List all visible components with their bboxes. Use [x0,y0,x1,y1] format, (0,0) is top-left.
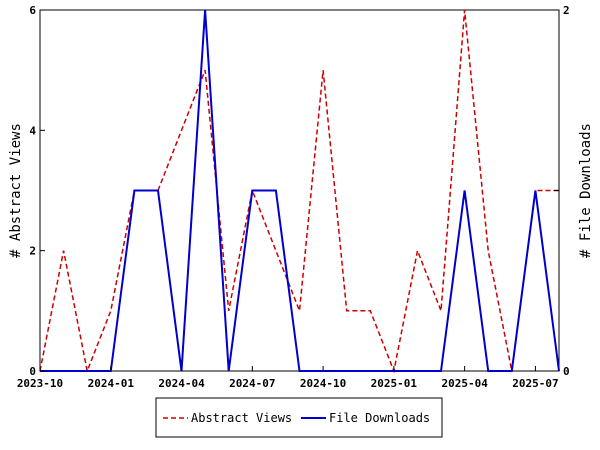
series-line-1 [39,9,559,374]
ticks-layer: 2023-10 2024-01 2024-04 2024-07 2024-10 2025-… [17,4,570,390]
y-right-tick-label: 2 [563,4,570,17]
legend: Abstract Views File Downloads [155,397,443,438]
x-tick-label: 2023-10 [17,377,63,390]
y-left-tick-label: 0 [29,365,36,378]
y-right-tick-label: 0 [563,365,570,378]
y-left-tick-label: 4 [29,124,36,137]
x-tick-label: 2024-04 [158,377,205,390]
y-axis-title-left: # Abstract Views [8,123,24,258]
series-layer [39,9,560,374]
x-tick-label: 2025-07 [512,377,558,390]
legend-label-1: Abstract Views [191,411,292,425]
x-tick-label: 2025-01 [371,377,418,390]
x-tick-label: 2024-07 [229,377,275,390]
y-left-tick-label: 2 [29,245,36,258]
x-tick-label: 2024-10 [300,377,346,390]
series-line-2 [40,9,560,372]
y-left-tick-label: 6 [29,4,36,17]
x-tick-label: 2025-04 [441,377,488,390]
x-tick-label: 2024-01 [88,377,135,390]
legend-label-2: File Downloads [329,411,430,425]
legend-box [155,397,443,438]
y-axis-title-right: # File Downloads [578,123,594,258]
plot-area [39,9,560,372]
